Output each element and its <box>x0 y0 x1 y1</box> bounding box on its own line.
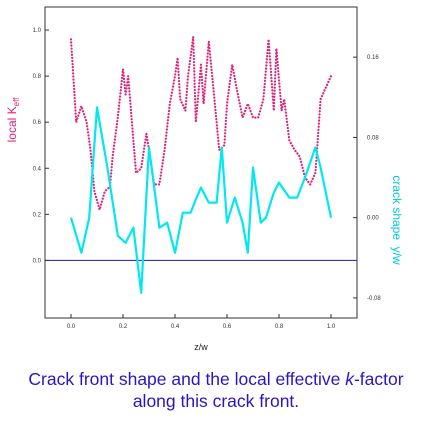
x-tick-label: 0.4 <box>171 324 180 330</box>
left-y-tick-label: 0.0 <box>33 258 42 264</box>
x-tick-label: 0.6 <box>223 324 232 330</box>
plot-frame <box>44 6 358 319</box>
caption-line-1-suffix: -factor <box>353 369 404 389</box>
right-y-tick-label: 0.00 <box>367 216 379 222</box>
x-tick-label: 0.8 <box>275 324 284 330</box>
caption-line-2: along this crack front. <box>132 391 300 411</box>
left-y-tick-label: 0.2 <box>33 212 42 218</box>
left-y-axis-label: local Keff <box>5 97 21 143</box>
left-y-axis-label-main: local K <box>5 106 19 142</box>
left-y-tick-label: 1.0 <box>33 28 42 34</box>
series-local-keff-line <box>69 35 333 211</box>
x-tick-label: 1.0 <box>327 324 336 330</box>
caption-line-1-prefix: Crack front shape and the local effectiv… <box>28 369 346 389</box>
x-axis-ticks: 0.0 0.2 0.4 0.6 0.8 1.0 <box>67 314 336 330</box>
right-y-tick-label: -0.08 <box>367 296 381 302</box>
left-y-axis-ticks: 0.0 0.2 0.4 0.6 0.8 1.0 <box>33 28 49 264</box>
right-y-axis-ticks: -0.08 0.00 0.08 0.16 <box>353 55 381 302</box>
x-axis-label: z/w <box>194 342 208 352</box>
x-tick-label: 0.2 <box>119 324 128 330</box>
chart: 0.0 0.2 0.4 0.6 0.8 1.0 0.0 0.2 0.4 0.6 0.8 1.0 -0… <box>5 6 404 352</box>
left-y-tick-label: 0.4 <box>33 166 42 172</box>
series-layer <box>69 35 333 294</box>
left-y-tick-label: 0.6 <box>33 120 42 126</box>
caption-line-1: Crack front shape and the local effectiv… <box>0 368 432 390</box>
series-crack-shape-line <box>69 106 333 294</box>
right-y-tick-label: 0.08 <box>367 135 379 141</box>
x-tick-label: 0.0 <box>67 324 76 330</box>
left-y-axis-label-sub: eff <box>12 97 21 107</box>
figure-caption: Crack front shape and the local effectiv… <box>0 368 432 412</box>
left-y-tick-label: 0.8 <box>33 74 42 80</box>
right-y-tick-label: 0.16 <box>367 55 379 61</box>
caption-line-1-italic: k <box>345 369 354 389</box>
right-y-axis-label: crack shape y/w <box>390 175 404 265</box>
